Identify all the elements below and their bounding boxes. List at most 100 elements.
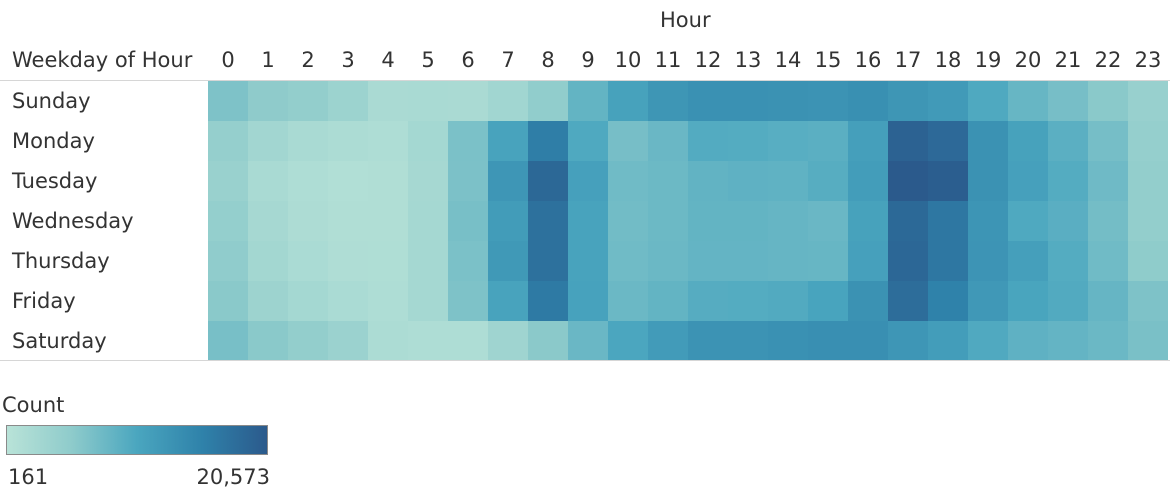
heatmap-cell — [408, 241, 448, 281]
heatmap-cell — [808, 281, 848, 321]
heatmap-cell — [848, 121, 888, 161]
heatmap-cell — [1088, 321, 1128, 361]
heatmap-cell — [248, 281, 288, 321]
heatmap-cell — [648, 81, 688, 121]
heatmap-cell — [1008, 281, 1048, 321]
heatmap-cell — [1088, 121, 1128, 161]
heatmap-cell — [968, 321, 1008, 361]
heatmap-cell — [1048, 281, 1088, 321]
heatmap-cell — [848, 81, 888, 121]
heatmap-cell — [1008, 81, 1048, 121]
heatmap-cell — [768, 121, 808, 161]
heatmap-cell — [448, 161, 488, 201]
hour-tick-label: 15 — [814, 48, 842, 72]
heatmap-cell — [528, 321, 568, 361]
heatmap-cell — [728, 281, 768, 321]
heatmap-cell — [488, 161, 528, 201]
hour-tick-label: 13 — [734, 48, 762, 72]
color-legend-bar — [6, 425, 268, 455]
heatmap-cell — [448, 201, 488, 241]
heatmap-cell — [248, 201, 288, 241]
heatmap-cell — [328, 81, 368, 121]
heatmap-cell — [408, 121, 448, 161]
heatmap-cell — [808, 81, 848, 121]
heatmap-cell — [328, 281, 368, 321]
heatmap-cell — [408, 321, 448, 361]
hour-tick-label: 21 — [1054, 48, 1082, 72]
heatmap-cell — [1088, 241, 1128, 281]
heatmap-cell — [768, 201, 808, 241]
heatmap-cell — [488, 281, 528, 321]
heatmap-cell — [288, 121, 328, 161]
hour-tick-label: 12 — [694, 48, 722, 72]
heatmap-cell — [488, 81, 528, 121]
hour-tick-label: 0 — [221, 48, 235, 72]
heatmap-cell — [1088, 161, 1128, 201]
heatmap-cell — [648, 281, 688, 321]
heatmap-cell — [1128, 201, 1168, 241]
heatmap-cell — [888, 121, 928, 161]
heatmap-cell — [1128, 281, 1168, 321]
heatmap-cell — [568, 81, 608, 121]
heatmap-cell — [288, 161, 328, 201]
weekday-label: Monday — [12, 129, 95, 153]
hour-tick-label: 1 — [261, 48, 275, 72]
row-header-title: Weekday of Hour — [12, 48, 193, 72]
legend-min-label: 161 — [8, 465, 49, 489]
heatmap-cell — [1048, 321, 1088, 361]
heatmap-cell — [888, 321, 928, 361]
heatmap-cell — [968, 201, 1008, 241]
hour-tick-label: 23 — [1134, 48, 1162, 72]
heatmap-cell — [448, 121, 488, 161]
hour-tick-label: 3 — [341, 48, 355, 72]
heatmap-cell — [888, 201, 928, 241]
heatmap-cell — [928, 321, 968, 361]
heatmap-cell — [368, 241, 408, 281]
heatmap-cell — [688, 161, 728, 201]
weekday-label: Friday — [12, 289, 76, 313]
heatmap-cell — [928, 81, 968, 121]
heatmap-cell — [208, 81, 248, 121]
heatmap-cell — [608, 241, 648, 281]
heatmap-cell — [1008, 121, 1048, 161]
heatmap-cell — [208, 241, 248, 281]
heatmap-cell — [928, 281, 968, 321]
heatmap-cell — [408, 201, 448, 241]
column-header-title: Hour — [660, 8, 711, 32]
heatmap-cell — [1048, 121, 1088, 161]
hour-tick-label: 6 — [461, 48, 475, 72]
heatmap-cell — [968, 161, 1008, 201]
heatmap-cell — [728, 81, 768, 121]
heatmap-cell — [328, 201, 368, 241]
top-divider — [0, 80, 1170, 81]
heatmap-cell — [1088, 201, 1128, 241]
heatmap-cell — [848, 321, 888, 361]
heatmap-cell — [368, 321, 408, 361]
legend-title: Count — [2, 393, 65, 417]
heatmap-cell — [808, 201, 848, 241]
heatmap-cell — [288, 201, 328, 241]
heatmap-cell — [568, 281, 608, 321]
heatmap-cell — [1048, 81, 1088, 121]
heatmap-cell — [808, 161, 848, 201]
heatmap-cell — [208, 321, 248, 361]
heatmap-cell — [768, 321, 808, 361]
heatmap-cell — [688, 81, 728, 121]
heatmap-cell — [688, 121, 728, 161]
heatmap-cell — [768, 161, 808, 201]
heatmap-cell — [888, 241, 928, 281]
hour-tick-labels: 0 1 2 3 4 5 6 7 8 9 10 11 12 13 14 15 16 17 18 19 20 21 22 23 — [208, 48, 1168, 76]
heatmap-cell — [528, 201, 568, 241]
hour-tick-label: 14 — [774, 48, 802, 72]
hour-tick-label: 5 — [421, 48, 435, 72]
heatmap-cell — [568, 201, 608, 241]
weekday-label: Sunday — [12, 89, 91, 113]
heatmap-cell — [448, 81, 488, 121]
heatmap-cell — [488, 241, 528, 281]
heatmap-cell — [248, 241, 288, 281]
heatmap-cell — [688, 321, 728, 361]
heatmap-grid — [208, 81, 1168, 361]
heatmap-cell — [688, 281, 728, 321]
heatmap-cell — [528, 241, 568, 281]
heatmap-cell — [968, 81, 1008, 121]
